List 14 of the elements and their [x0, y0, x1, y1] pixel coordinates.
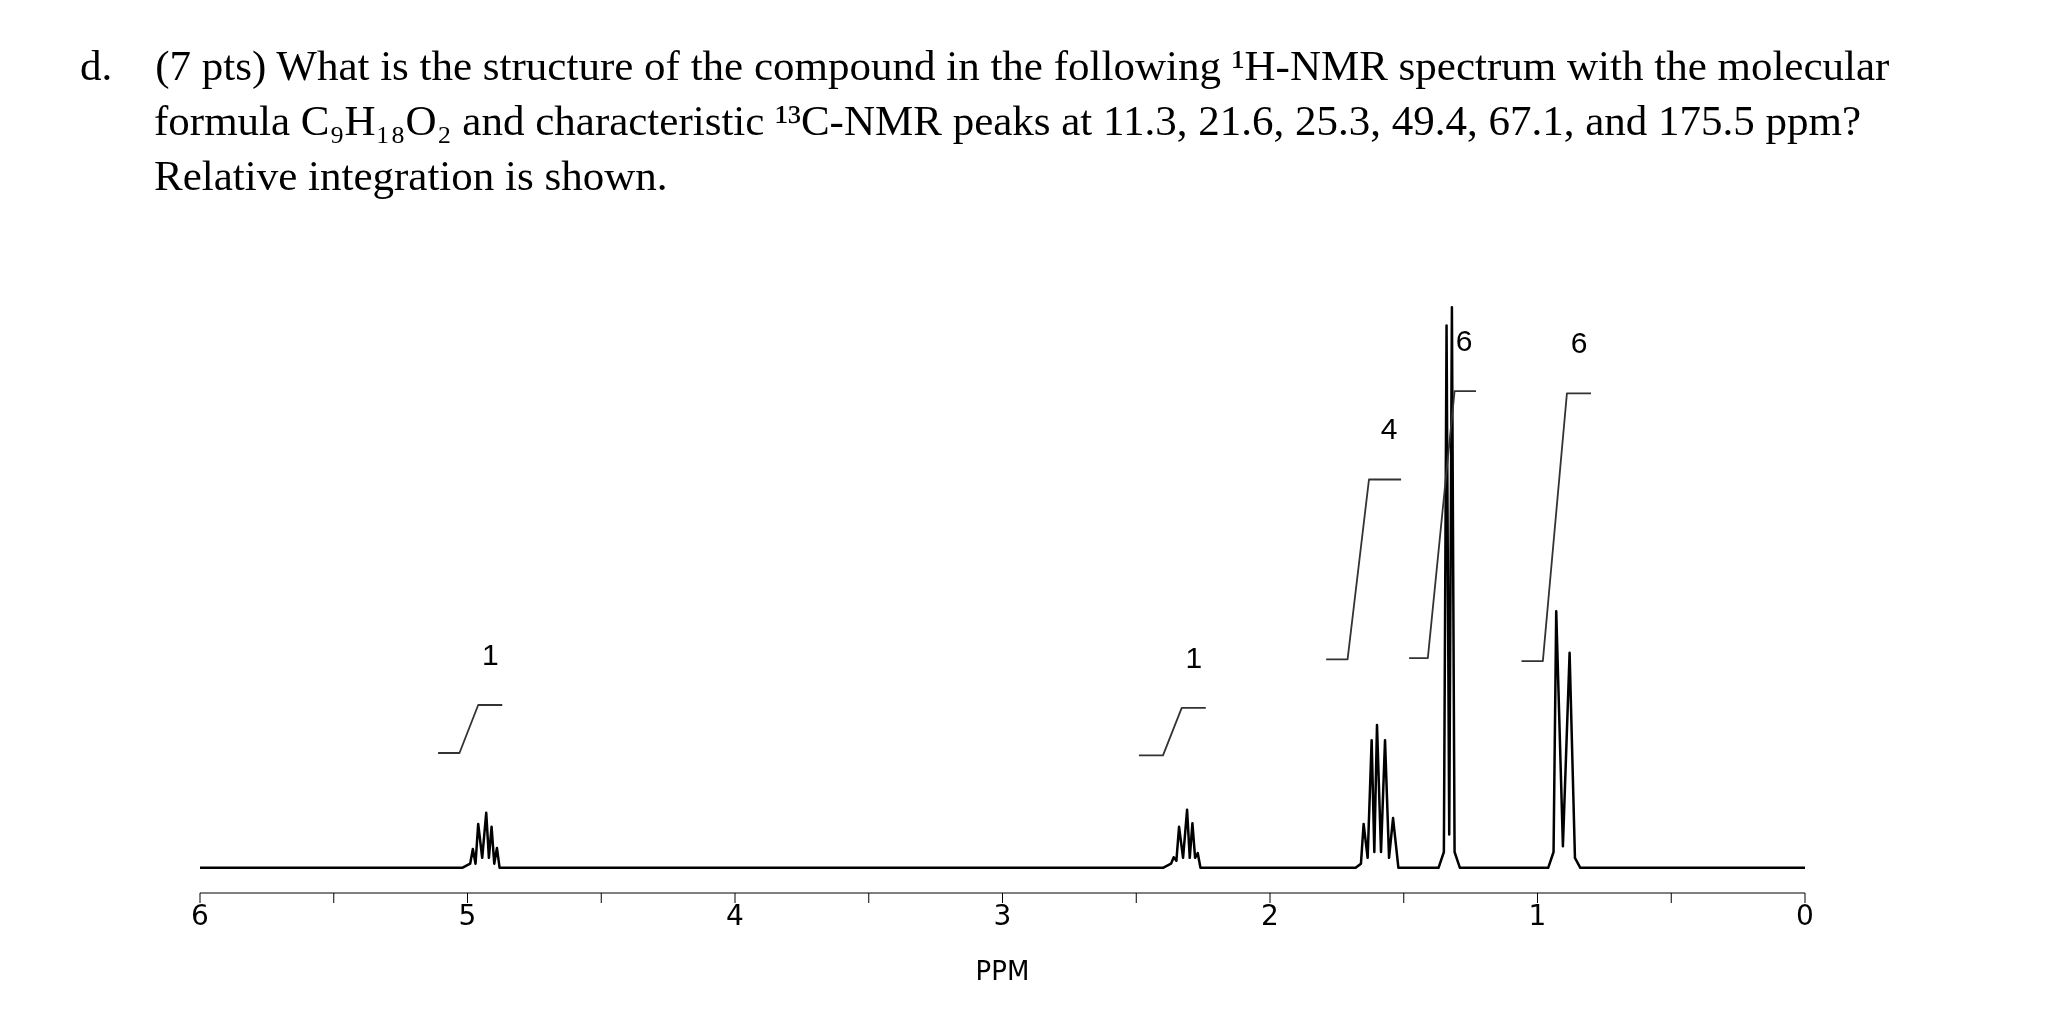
annotation: 6: [1570, 326, 1588, 360]
x-tick-label: 1: [1528, 898, 1547, 932]
x-tick-label: 2: [1261, 898, 1279, 932]
x-tick-label: 0: [1796, 898, 1814, 932]
chart-title: d. (7 pts) What is the structure of the compound in the following ¹H-NMR spectrum with the molecular formula C₉H₁₈O₂ and characteristic ¹³C-NMR peaks at 11.3, 21.6, 25.3, 49.4, 67.1, and 175.5 ppm? Relative integration is shown.: [80, 41, 1891, 201]
x-tick-label: 3: [993, 898, 1012, 932]
x-tick-label: 4: [726, 898, 744, 932]
x-tick-label: 5: [458, 898, 477, 932]
annotation: 4: [1380, 412, 1398, 446]
x-tick-label: 6: [191, 898, 209, 932]
annotation: 1: [1185, 640, 1203, 674]
annotation: 6: [1455, 323, 1473, 357]
x-axis-title: PPM: [975, 956, 1030, 986]
annotation: 1: [481, 637, 499, 671]
